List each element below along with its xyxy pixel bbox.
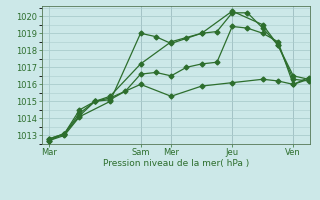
X-axis label: Pression niveau de la mer( hPa ): Pression niveau de la mer( hPa ) bbox=[103, 159, 249, 168]
